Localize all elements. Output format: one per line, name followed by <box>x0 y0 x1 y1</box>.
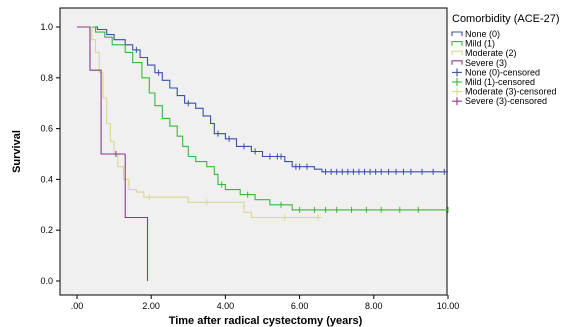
series-0 <box>77 26 448 175</box>
series-group <box>77 26 449 281</box>
y-tick-label: 0.2 <box>40 225 53 235</box>
legend-swatch <box>451 41 463 46</box>
series-line <box>77 26 448 211</box>
legend-label: None (0)-censored <box>465 67 540 77</box>
legend: Comorbidity (ACE-27) None (0)Mild (1)Mod… <box>451 13 560 106</box>
y-tick-label: 1.0 <box>40 22 53 32</box>
y-tick-label: 0.0 <box>40 276 53 286</box>
x-tick-label: 6.00 <box>291 301 309 311</box>
legend-entry: Moderate (3)-censored <box>452 87 557 97</box>
legend-title: Comorbidity (ACE-27) <box>452 13 560 25</box>
y-axis-title: Survival <box>11 130 23 173</box>
series-line <box>77 26 149 281</box>
x-tick-label: 8.00 <box>365 301 383 311</box>
legend-label: Moderate (2) <box>465 48 517 58</box>
x-tick-label: 4.00 <box>217 301 235 311</box>
x-axis: .00 2.00 4.00 6.00 8.00 10.00 <box>71 295 460 311</box>
series-1 <box>77 26 449 213</box>
series-3 <box>77 26 149 281</box>
legend-entry: None (0)-censored <box>452 67 540 77</box>
legend-label: None (0) <box>465 29 500 39</box>
x-tick-label: 2.00 <box>142 301 160 311</box>
series-line <box>77 26 322 219</box>
legend-entry: Severe (3)-censored <box>452 96 547 106</box>
legend-entry: Severe (3) <box>451 58 507 68</box>
x-tick-label: .00 <box>71 301 84 311</box>
legend-label: Severe (3)-censored <box>465 96 547 106</box>
series-2 <box>77 26 322 221</box>
x-axis-title: Time after radical cystectomy (years) <box>169 315 363 327</box>
y-tick-label: 0.6 <box>40 124 53 134</box>
legend-swatch <box>451 50 463 56</box>
legend-label: Severe (3) <box>465 58 507 68</box>
legend-label: Mild (1)-censored <box>465 77 535 87</box>
legend-swatch <box>451 60 463 65</box>
legend-entry: Mild (1)-censored <box>452 77 535 87</box>
y-tick-label: 0.4 <box>40 174 53 184</box>
legend-label: Moderate (3)-censored <box>465 87 557 97</box>
y-tick-label: 0.8 <box>40 73 53 83</box>
y-axis: 0.0 0.2 0.4 0.6 0.8 1.0 <box>40 22 60 286</box>
legend-entry: None (0) <box>451 29 500 39</box>
legend-entry: Moderate (2) <box>451 48 517 58</box>
x-tick-label: 10.00 <box>437 301 460 311</box>
legend-entry: Mild (1) <box>451 39 495 49</box>
legend-label: Mild (1) <box>465 39 495 49</box>
legend-swatch <box>451 31 463 36</box>
